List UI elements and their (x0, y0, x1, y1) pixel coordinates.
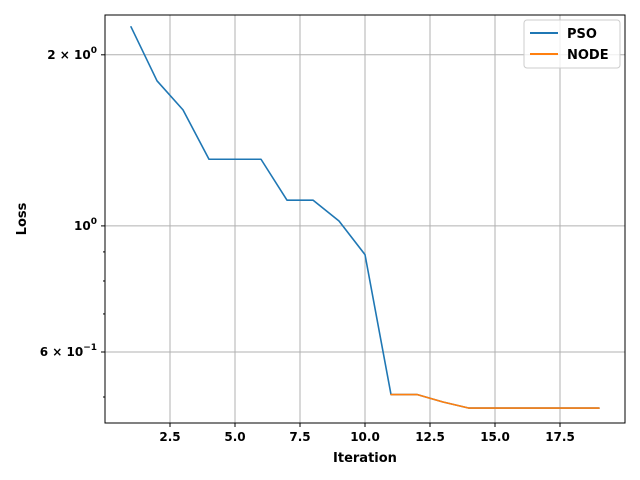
grid (105, 15, 625, 423)
x-tick-label: 17.5 (545, 430, 575, 444)
y-tick-label: 6 × 10−1 (40, 343, 97, 359)
ticks: 2.5 5.0 7.5 10.0 12.5 15.0 17.5 2 × 100 100 6 × 1… (40, 46, 575, 444)
series-line-node (390, 393, 600, 409)
y-tick-label: 2 × 100 (47, 46, 97, 62)
legend-label-pso: PSO (567, 27, 597, 42)
y-tick-label: 100 (74, 217, 97, 233)
x-tick-label: 10.0 (350, 430, 380, 444)
x-tick-label: 5.0 (224, 430, 245, 444)
y-axis-label: Loss (15, 202, 30, 235)
plot-frame (104, 14, 626, 424)
legend: PSO NODE (523, 19, 621, 69)
x-tick-label: 15.0 (480, 430, 510, 444)
x-tick-label: 12.5 (415, 430, 445, 444)
series-lines (130, 26, 600, 409)
x-axis-label: Iteration (333, 451, 397, 466)
x-tick-label: 7.5 (289, 430, 310, 444)
x-tick-label: 2.5 (159, 430, 180, 444)
legend-label-node: NODE (567, 48, 609, 63)
